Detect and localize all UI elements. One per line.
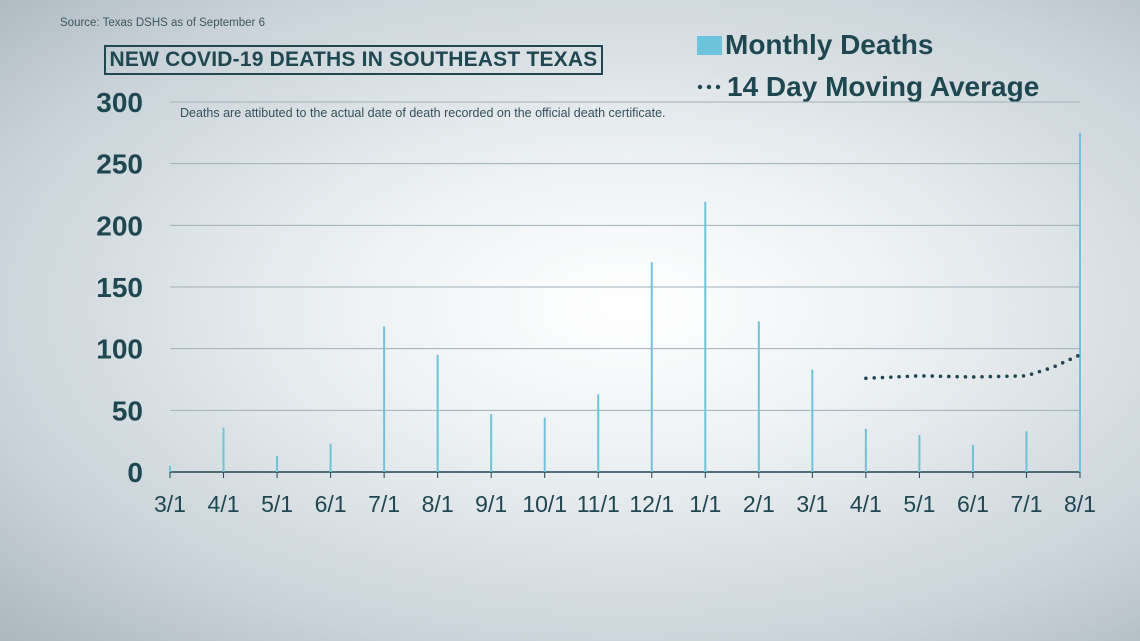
bar-monthly-deaths bbox=[169, 465, 171, 472]
bar-monthly-deaths bbox=[276, 455, 279, 472]
x-tick-label: 7/1 bbox=[1010, 491, 1042, 517]
bar-monthly-deaths bbox=[811, 369, 814, 472]
bar-monthly-deaths bbox=[329, 443, 332, 472]
x-tick-label: 3/1 bbox=[796, 491, 828, 517]
legend-bar-swatch bbox=[697, 35, 722, 55]
bar-monthly-deaths bbox=[490, 414, 493, 472]
x-tick-label: 5/1 bbox=[261, 491, 293, 517]
x-tick-label: 10/1 bbox=[522, 491, 567, 517]
x-tick-label: 11/1 bbox=[577, 491, 620, 517]
x-tick-label: 3/1 bbox=[154, 491, 186, 517]
bar-monthly-deaths bbox=[436, 354, 439, 472]
x-tick-label: 4/1 bbox=[850, 491, 882, 517]
x-tick-label: 4/1 bbox=[208, 491, 240, 517]
x-tick-label: 1/1 bbox=[689, 491, 721, 517]
y-tick-label: 0 bbox=[127, 457, 143, 488]
bar-monthly-deaths bbox=[864, 428, 867, 472]
source-note: Source: Texas DSHS as of September 6 bbox=[60, 17, 265, 29]
bar-monthly-deaths bbox=[222, 427, 225, 472]
y-tick-label: 150 bbox=[96, 272, 143, 303]
moving-average-line bbox=[864, 353, 1082, 381]
legend-item-monthly-deaths: Monthly Deaths bbox=[697, 29, 933, 61]
chart-note: Deaths are attibuted to the actual date … bbox=[180, 106, 666, 120]
legend-label-moving-average: 14 Day Moving Average bbox=[727, 71, 1040, 102]
x-tick-label: 6/1 bbox=[315, 491, 347, 517]
bar-monthly-deaths bbox=[1025, 431, 1028, 472]
bar-monthly-deaths bbox=[383, 326, 386, 472]
x-tick-label: 5/1 bbox=[903, 491, 935, 517]
x-tick-label: 2/1 bbox=[743, 491, 775, 517]
bar-monthly-deaths bbox=[757, 321, 760, 472]
bar-monthly-deaths bbox=[918, 435, 921, 472]
x-tick-label: 8/1 bbox=[422, 491, 454, 517]
bar-monthly-deaths bbox=[1079, 132, 1081, 473]
bar-monthly-deaths bbox=[971, 444, 974, 472]
y-tick-label: 200 bbox=[96, 210, 143, 241]
x-tick-label: 12/1 bbox=[629, 491, 674, 517]
x-tick-label: 6/1 bbox=[957, 491, 989, 517]
y-tick-label: 100 bbox=[96, 334, 143, 365]
x-tick-label: 7/1 bbox=[368, 491, 400, 517]
x-tick-label: 8/1 bbox=[1064, 491, 1096, 517]
bar-monthly-deaths bbox=[597, 394, 600, 472]
legend-item-moving-average: 14 Day Moving Average bbox=[697, 71, 1039, 103]
x-tick-label: 9/1 bbox=[475, 491, 507, 517]
bar-monthly-deaths bbox=[650, 262, 653, 472]
legend-label-monthly-deaths: Monthly Deaths bbox=[725, 29, 934, 60]
legend-dots-swatch bbox=[697, 84, 721, 90]
bar-monthly-deaths bbox=[543, 417, 546, 472]
y-tick-label: 300 bbox=[96, 87, 143, 118]
bar-monthly-deaths bbox=[704, 201, 707, 472]
y-tick-label: 250 bbox=[96, 149, 143, 180]
y-tick-label: 50 bbox=[112, 395, 143, 426]
chart-title-box: NEW COVID-19 DEATHS IN SOUTHEAST TEXAS bbox=[104, 45, 603, 75]
chart-title: NEW COVID-19 DEATHS IN SOUTHEAST TEXAS bbox=[109, 48, 598, 71]
